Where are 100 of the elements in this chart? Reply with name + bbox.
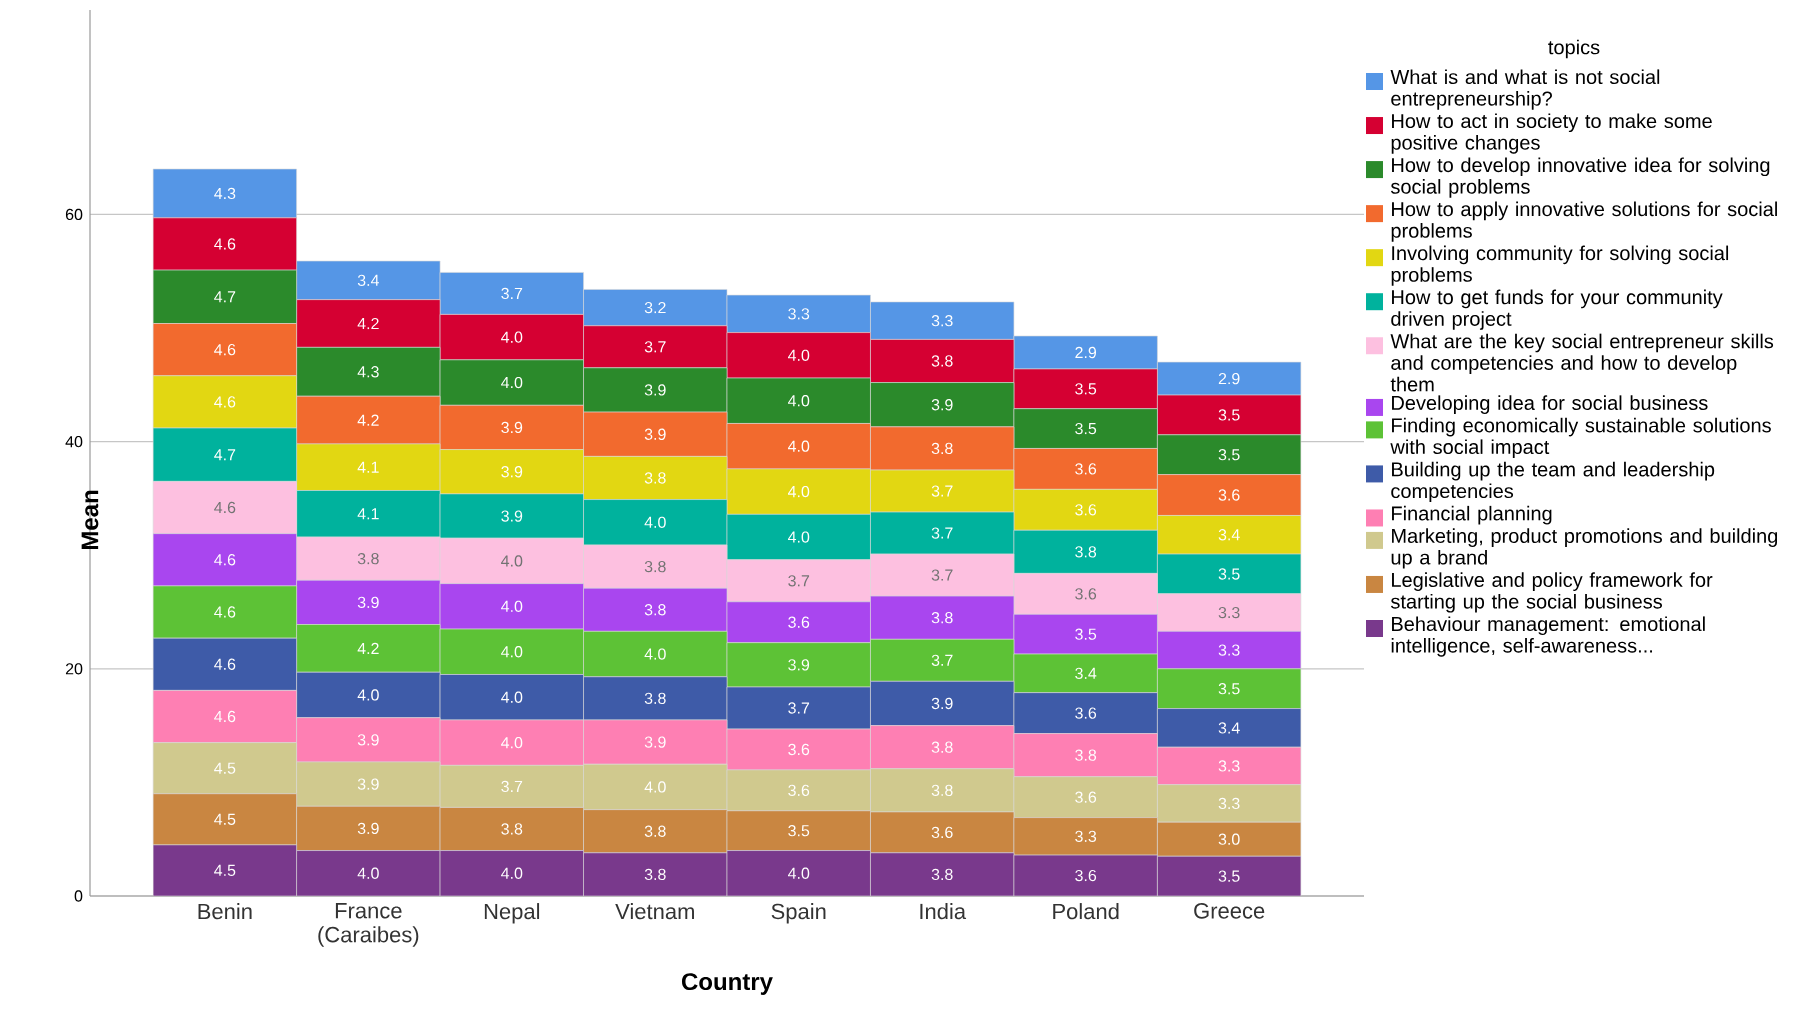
data-label: 4.0 [788,395,810,407]
legend-label: How to develop innovative idea for solving social problems [1390,157,1770,198]
data-label: 3.9 [644,384,666,396]
data-label: 3.9 [501,510,523,522]
y-tick-label: 0 [74,890,83,902]
data-label: 3.8 [501,823,523,835]
data-label: 3.9 [644,736,666,748]
data-label: 4.0 [788,440,810,452]
data-label: 3.9 [931,399,953,411]
data-label: 3.4 [1218,722,1240,734]
data-label: 3.6 [1075,707,1097,719]
data-label: 4.0 [788,485,810,498]
data-label: 4.3 [357,366,379,378]
data-label: 3.3 [1218,606,1240,619]
data-label: 4.6 [214,658,236,670]
data-label: 3.7 [931,569,953,581]
legend-label: What are the key social entrepreneur skills and competencies and how to develop them [1390,333,1774,392]
data-label: 4.5 [214,813,236,825]
data-label: 3.3 [931,315,953,327]
x-tick-label: Poland [1053,903,1119,920]
data-label: 3.3 [1218,797,1240,810]
data-label: 3.8 [644,692,666,705]
legend-label: Finding economically sustainable solutions with social impact [1390,417,1771,459]
data-label: 3.8 [931,355,953,367]
data-label: 3.7 [644,341,666,353]
data-label: 3.8 [1075,546,1097,558]
data-label: 4.6 [214,554,236,566]
legend-label: What is and what is not social entrepreneurship? [1390,69,1660,110]
data-label: 3.7 [788,575,810,587]
data-label: 4.6 [214,343,236,356]
data-label: 3.9 [501,466,523,478]
data-label: 2.9 [1075,346,1097,359]
legend-label: Building up the team and leadership competencies [1391,461,1715,503]
data-label: 3.5 [1218,449,1240,461]
data-label: 3.5 [788,825,810,837]
x-tick-label: Greece [1194,903,1265,919]
data-label: 4.6 [214,606,236,618]
data-label: 3.6 [1075,869,1097,882]
x-tick-label: Benin [198,903,252,920]
data-label: 4.0 [501,331,523,343]
data-label: 3.0 [1218,833,1240,845]
data-label: 3.8 [644,868,666,881]
data-label: 3.5 [1218,409,1240,421]
data-label: 3.8 [931,612,953,624]
data-label: 3.9 [357,822,379,835]
data-label: 3.9 [788,659,810,671]
data-label: 3.6 [1218,489,1240,501]
data-label: 3.6 [1075,588,1097,600]
data-label: 3.8 [644,472,666,484]
data-label: 4.0 [501,646,523,658]
x-axis-title: Country [681,973,773,995]
legend-label: Involving community for solving social problems [1391,245,1729,286]
data-label: 3.6 [788,743,810,756]
data-label: 4.0 [501,600,523,613]
data-label: 4.2 [357,317,379,330]
data-label: 3.7 [931,654,953,666]
data-label: 4.7 [214,291,236,303]
data-label: 3.8 [931,868,953,881]
data-label: 2.9 [1218,372,1240,385]
data-label: 3.3 [1218,760,1240,772]
data-label: 3.8 [644,560,666,573]
data-label: 3.2 [644,301,666,314]
legend-label: Developing idea for social business [1392,395,1708,414]
data-label: 3.6 [1075,504,1097,516]
data-label: 3.7 [501,287,523,300]
data-label: 3.5 [1218,870,1240,882]
legend-title: topics [1548,39,1600,59]
data-label: 3.9 [931,697,953,710]
data-label: 3.3 [1075,830,1097,843]
x-tick-label: Vietnam [615,903,694,920]
data-label: 3.6 [1075,463,1097,475]
y-axis-title: Mean [81,490,99,550]
data-label: 4.0 [357,867,379,879]
data-label: 3.8 [644,825,666,837]
data-label: 3.8 [931,784,953,797]
data-label: 4.0 [644,516,666,528]
data-label: 4.0 [788,349,810,361]
y-tick-label: 40 [65,435,83,448]
data-label: 3.6 [788,616,810,628]
data-label: 4.0 [644,781,666,793]
data-label: 3.6 [1075,791,1097,803]
data-label: 3.4 [1075,667,1097,680]
data-label: 4.5 [214,864,236,877]
data-label: 3.3 [1218,644,1240,656]
data-label: 3.9 [357,596,379,609]
y-tick-label: 60 [65,208,83,221]
x-tick-label: India [920,903,967,920]
data-label: 4.0 [501,691,523,703]
data-label: 3.6 [931,826,953,839]
data-label: 4.0 [501,555,523,567]
data-label: 3.8 [931,741,953,753]
legend-label: How to act in society to make some positive changes [1391,113,1712,154]
data-label: 4.3 [214,187,236,200]
data-label: 3.7 [788,702,810,714]
data-label: 4.6 [214,710,236,723]
data-label: 3.7 [931,527,953,539]
data-label: 4.2 [357,642,379,654]
data-label: 3.5 [1218,568,1240,580]
legend-label: Marketing, product promotions and building up a brand [1391,528,1778,569]
legend-label: How to get funds for your community driven project [1391,289,1723,330]
